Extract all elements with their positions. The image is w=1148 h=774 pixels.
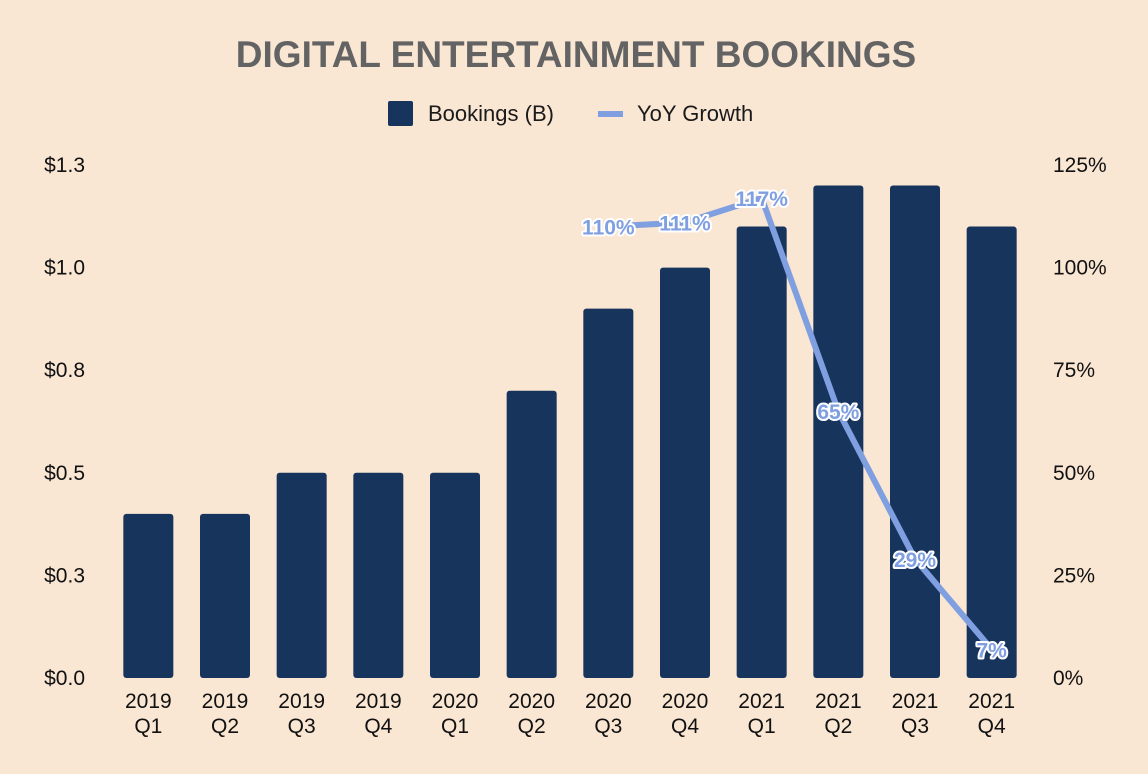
x-axis-tick-label-quarter: Q3 bbox=[288, 715, 316, 738]
x-axis-tick-label-quarter: Q1 bbox=[441, 715, 469, 738]
bar-2021-q4 bbox=[966, 226, 1017, 678]
bar-2021-q1 bbox=[736, 226, 787, 678]
legend-label-bookings: Bookings (B) bbox=[428, 101, 554, 126]
right-axis-tick-label: 25% bbox=[1053, 564, 1095, 587]
x-axis-tick-label-quarter: Q1 bbox=[134, 715, 162, 738]
bar-2019-q3 bbox=[276, 472, 327, 678]
chart-title: DIGITAL ENTERTAINMENT BOOKINGS bbox=[236, 34, 916, 75]
x-axis-tick-label-year: 2019 bbox=[125, 690, 172, 713]
x-axis-tick-label-year: 2020 bbox=[585, 690, 632, 713]
x-axis-tick-label-quarter: Q3 bbox=[901, 715, 929, 738]
right-axis-tick-label: 125% bbox=[1053, 154, 1107, 177]
x-axis-tick-label-year: 2021 bbox=[892, 690, 939, 713]
bar-2020-q2 bbox=[506, 390, 557, 678]
left-axis-tick-label: $1.0 bbox=[44, 257, 85, 280]
yoy-growth-line: 110% 111% 117% 65% 29% 7% bbox=[580, 186, 1009, 664]
x-axis-tick-label-quarter: Q4 bbox=[364, 715, 392, 738]
left-axis: $0.0 $0.3 $0.5 $0.8 $1.0 $1.3 bbox=[44, 154, 85, 690]
x-axis: 2019Q12019Q22019Q32019Q42020Q12020Q22020… bbox=[125, 690, 1015, 738]
x-axis-tick-label-year: 2019 bbox=[355, 690, 402, 713]
bar-2020-q4 bbox=[660, 267, 710, 678]
bar-2020-q1 bbox=[430, 472, 480, 678]
x-axis-tick-label-year: 2020 bbox=[508, 690, 555, 713]
x-axis-tick-label-year: 2021 bbox=[738, 690, 785, 713]
right-axis: 0% 25% 50% 75% 100% 125% bbox=[1053, 154, 1107, 690]
right-axis-tick-label: 0% bbox=[1053, 667, 1083, 690]
right-axis-tick-label: 100% bbox=[1053, 257, 1107, 280]
yoy-growth-data-label: 29% bbox=[894, 549, 936, 572]
bar-2019-q4 bbox=[353, 472, 404, 678]
left-axis-tick-label: $0.5 bbox=[44, 462, 85, 485]
bar-2021-q3 bbox=[890, 185, 940, 678]
yoy-growth-line-path bbox=[605, 194, 995, 653]
x-axis-tick-label-quarter: Q4 bbox=[978, 715, 1006, 738]
legend-swatch-bookings bbox=[388, 101, 413, 126]
yoy-growth-data-label: 117% bbox=[735, 188, 788, 211]
bar-2021-q2 bbox=[813, 185, 864, 678]
left-axis-tick-label: $1.3 bbox=[44, 154, 85, 177]
x-axis-tick-label-quarter: Q3 bbox=[594, 715, 622, 738]
right-axis-tick-label: 75% bbox=[1053, 359, 1095, 382]
bar-2019-q1 bbox=[123, 513, 174, 678]
bar-2020-q3 bbox=[583, 308, 634, 678]
yoy-growth-data-label: 7% bbox=[976, 639, 1007, 662]
x-axis-tick-label-year: 2021 bbox=[968, 690, 1015, 713]
yoy-growth-data-label: 111% bbox=[659, 212, 711, 235]
right-axis-tick-label: 50% bbox=[1053, 462, 1095, 485]
x-axis-tick-label-year: 2020 bbox=[432, 690, 479, 713]
x-axis-tick-label-quarter: Q1 bbox=[748, 715, 776, 738]
x-axis-tick-label-year: 2019 bbox=[278, 690, 325, 713]
yoy-growth-data-label: 110% bbox=[582, 217, 635, 240]
left-axis-tick-label: $0.0 bbox=[44, 667, 85, 690]
left-axis-tick-label: $0.3 bbox=[44, 564, 85, 587]
legend-label-yoy-growth: YoY Growth bbox=[637, 101, 753, 126]
bookings-bars bbox=[123, 185, 1017, 678]
x-axis-tick-label-quarter: Q2 bbox=[824, 715, 852, 738]
yoy-growth-data-label: 65% bbox=[817, 401, 859, 424]
x-axis-tick-label-quarter: Q4 bbox=[671, 715, 699, 738]
x-axis-tick-label-year: 2019 bbox=[202, 690, 249, 713]
x-axis-tick-label-year: 2020 bbox=[662, 690, 709, 713]
left-axis-tick-label: $0.8 bbox=[44, 359, 85, 382]
legend: Bookings (B) YoY Growth bbox=[388, 101, 753, 126]
x-axis-tick-label-quarter: Q2 bbox=[518, 715, 546, 738]
legend-swatch-yoy-growth bbox=[598, 111, 623, 117]
x-axis-tick-label-year: 2021 bbox=[815, 690, 862, 713]
bar-2019-q2 bbox=[200, 513, 250, 678]
x-axis-tick-label-quarter: Q2 bbox=[211, 715, 239, 738]
